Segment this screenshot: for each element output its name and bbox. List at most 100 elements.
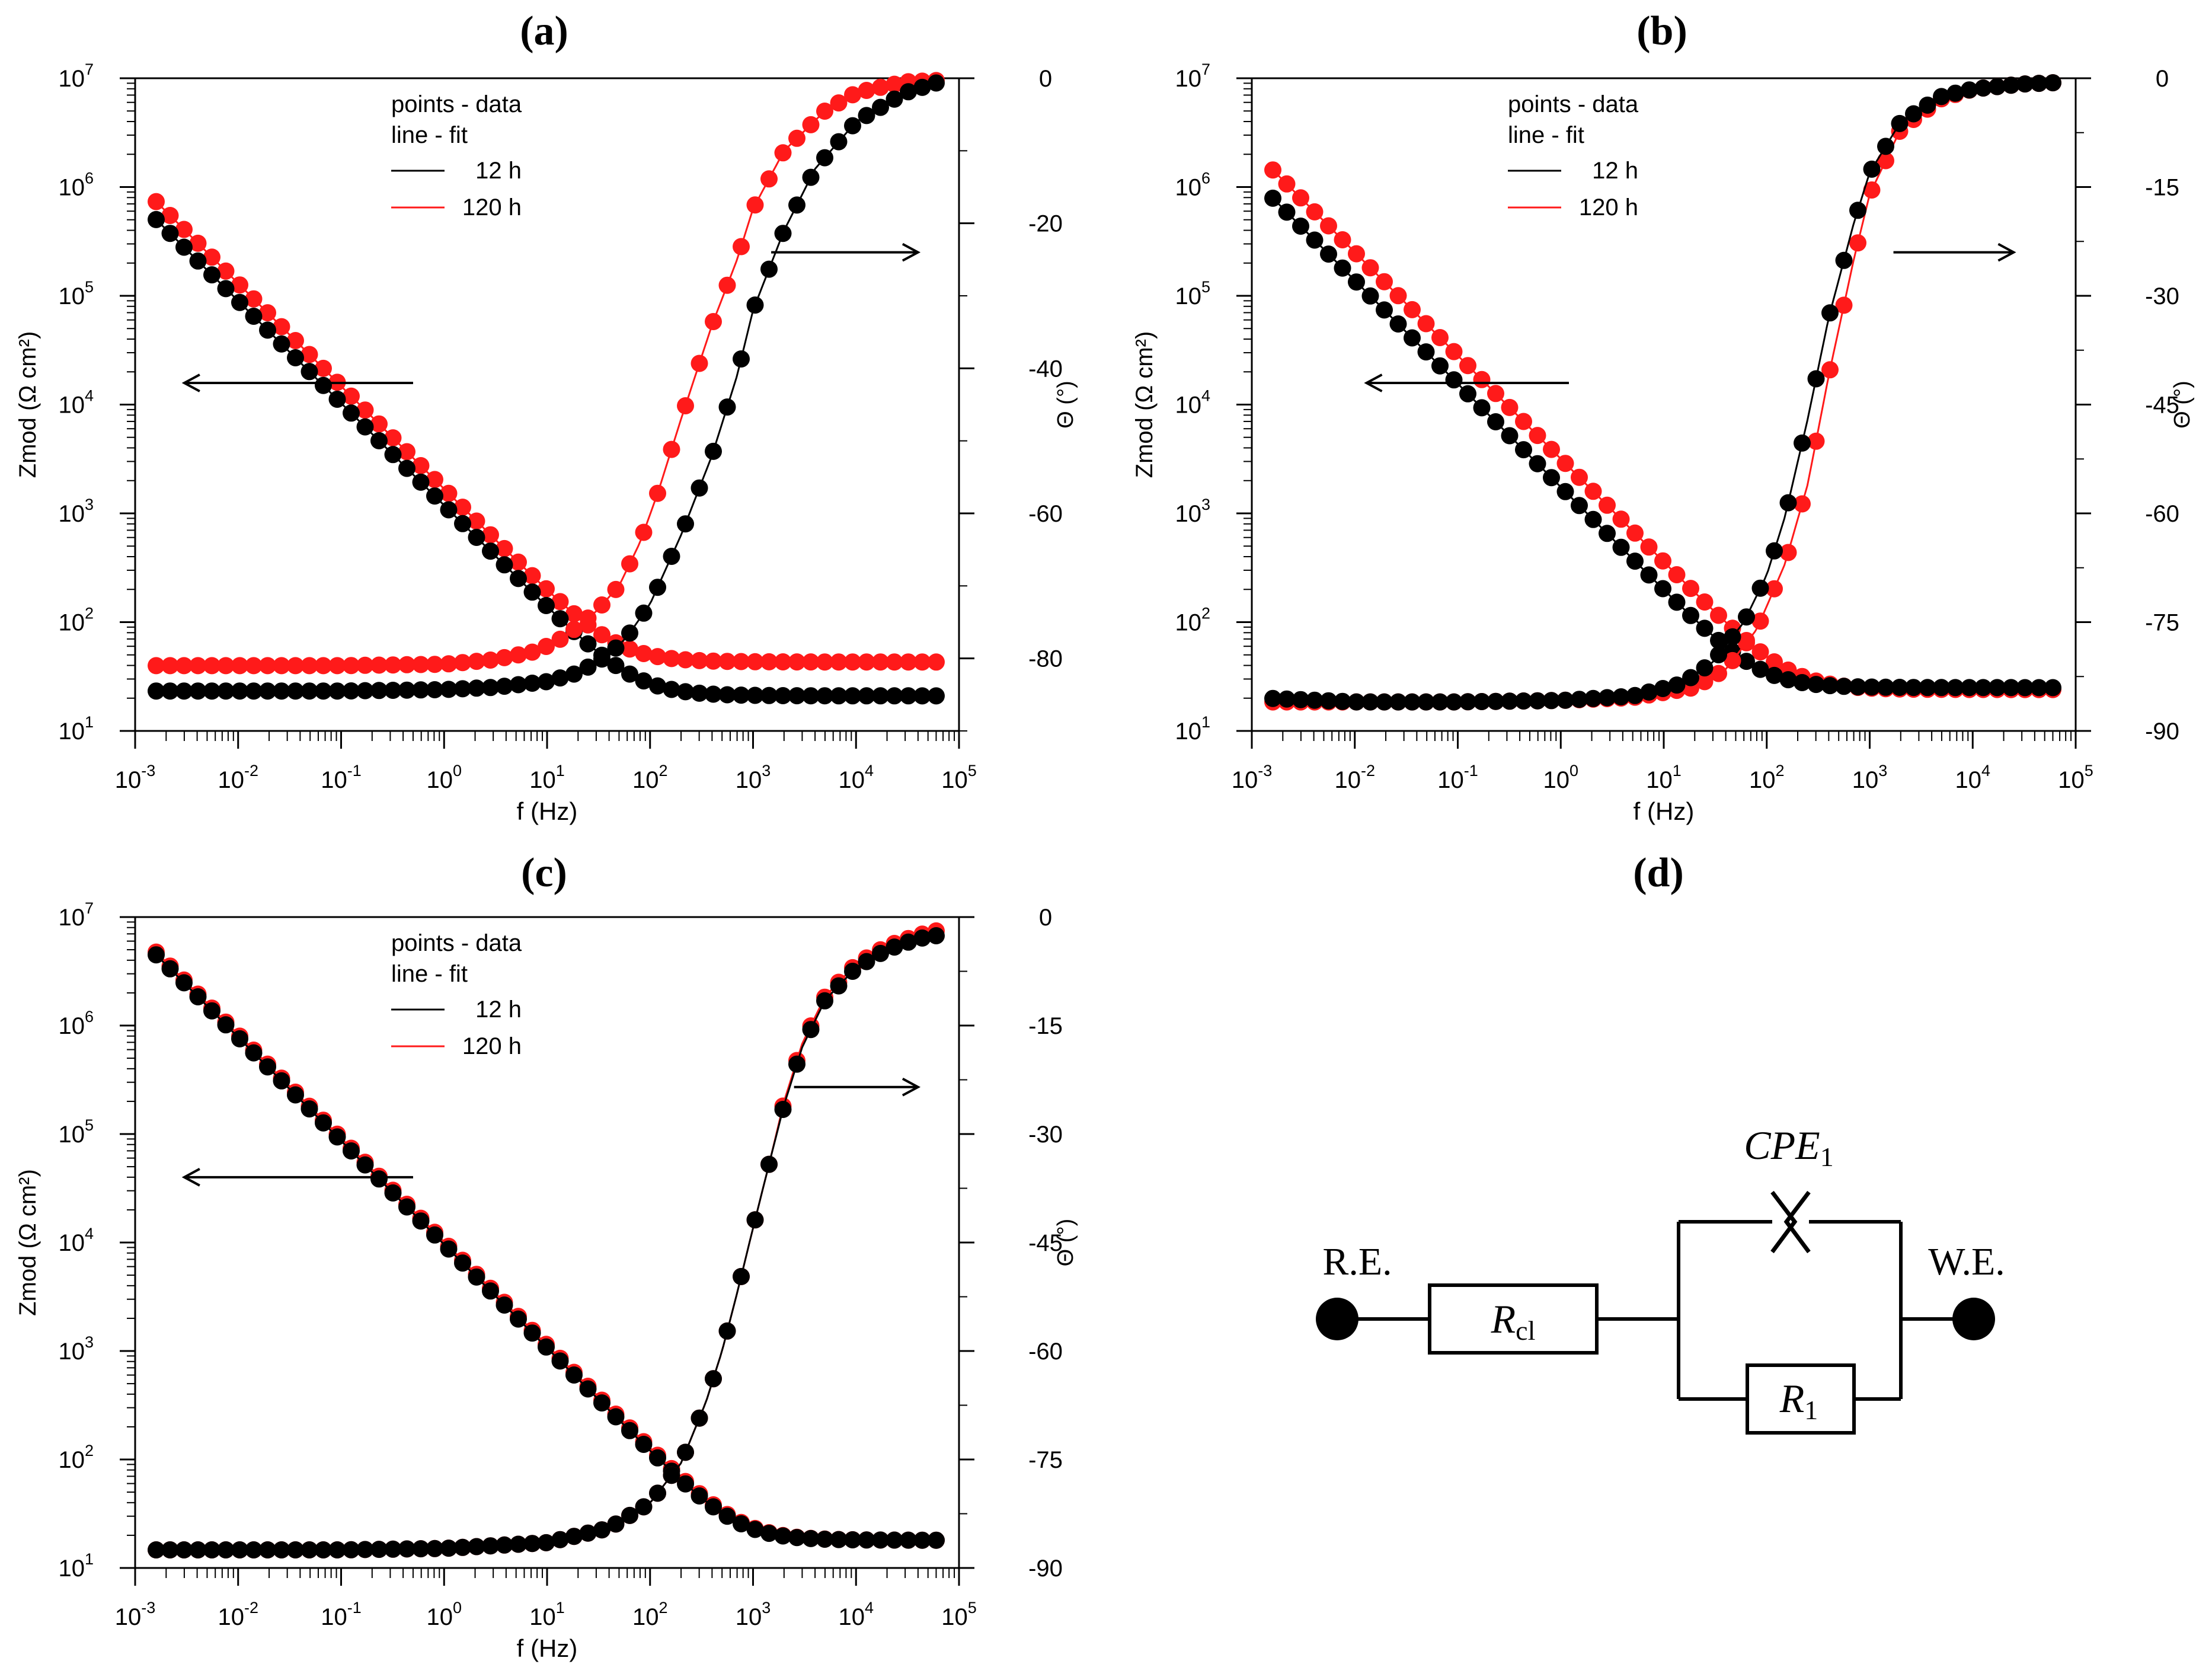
- zmod-point-12h: [343, 1142, 360, 1160]
- zmod-point-12h: [705, 1498, 722, 1516]
- y2-tick-label: -75: [2145, 610, 2179, 636]
- zmod-point-120h: [1571, 468, 1588, 486]
- theta-point-120h: [746, 196, 764, 214]
- theta-point-12h: [148, 1541, 165, 1558]
- theta-point-12h: [928, 74, 945, 92]
- theta-point-12h: [1389, 693, 1407, 711]
- y-tick-base: 10: [58, 718, 85, 745]
- y2-tick-label: -75: [1028, 1447, 1063, 1473]
- y2-tick-label: -20: [1028, 211, 1063, 237]
- zmod-point-12h: [635, 1436, 653, 1453]
- zmod-point-12h: [315, 1114, 332, 1132]
- zmod-point-12h: [287, 1086, 304, 1104]
- plot-area: [148, 922, 945, 1558]
- theta-point-120h: [830, 94, 848, 112]
- theta-point-12h: [1835, 251, 1853, 269]
- zmod-point-120h: [705, 652, 722, 670]
- zmod-point-12h: [649, 1449, 666, 1467]
- zmod-point-12h: [607, 657, 625, 675]
- y-tick-label: 104: [58, 387, 94, 419]
- zmod-point-12h: [733, 686, 750, 704]
- theta-point-12h: [718, 398, 736, 416]
- zmod-point-12h: [1515, 441, 1532, 459]
- zmod-point-12h: [1821, 677, 1839, 695]
- theta-point-12h: [1751, 579, 1769, 597]
- legend-entry-120h: 120 h: [462, 194, 522, 221]
- y-tick-base: 10: [58, 392, 85, 419]
- zmod-point-12h: [900, 1531, 917, 1549]
- y-tick-label: 107: [58, 60, 94, 92]
- theta-point-120h: [816, 103, 833, 120]
- theta-point-12h: [468, 679, 485, 697]
- theta-point-120h: [691, 354, 708, 372]
- x-axis-label: f (Hz): [517, 797, 578, 825]
- arrow-head-right: [1997, 242, 2016, 262]
- zmod-point-12h: [1710, 631, 1727, 649]
- zmod-point-120h: [523, 567, 541, 585]
- zmod-point-12h: [189, 988, 207, 1005]
- theta-point-12h: [565, 665, 583, 683]
- x-tick-exp: -3: [141, 762, 155, 780]
- zmod-point-12h: [900, 687, 917, 705]
- theta-fit-line-12h: [153, 934, 940, 1551]
- y-axis-label: Zmod (Ω cm²): [15, 1169, 41, 1316]
- zmod-point-12h: [161, 225, 179, 242]
- x-tick-exp: 4: [1981, 762, 1990, 780]
- theta-point-12h: [1626, 686, 1644, 704]
- zmod-point-12h: [245, 308, 263, 325]
- zmod-point-120h: [1668, 566, 1686, 583]
- theta-point-12h: [301, 682, 318, 700]
- theta-point-120h: [384, 656, 402, 674]
- theta-point-12h: [496, 1536, 513, 1554]
- theta-point-12h: [1584, 689, 1602, 707]
- x-tick-exp: 3: [762, 1599, 771, 1617]
- zmod-point-120h: [510, 553, 527, 571]
- y-tick-base: 10: [58, 175, 85, 201]
- x-tick-exp: 0: [453, 762, 462, 780]
- zmod-point-12h: [928, 687, 945, 705]
- x-tick-label: 10-1: [1437, 762, 1478, 793]
- zmod-point-12h: [593, 1394, 610, 1412]
- y2-tick-label: -45: [1028, 1230, 1063, 1256]
- y-tick-exp: 2: [85, 1442, 94, 1459]
- x-tick-exp: 4: [865, 1599, 874, 1617]
- y2-tick-label: -45: [2145, 392, 2179, 419]
- zmod-point-12h: [1626, 552, 1644, 570]
- theta-point-12h: [161, 1541, 179, 1558]
- zmod-point-12h: [370, 432, 388, 449]
- zmod-point-120h: [384, 429, 402, 447]
- theta-point-12h: [1556, 691, 1574, 709]
- plot-area: [1264, 74, 2061, 711]
- r-1-label: R1: [1779, 1376, 1818, 1425]
- zmod-point-120h: [1543, 440, 1560, 458]
- zmod-point-120h: [551, 593, 569, 611]
- x-tick-exp: 1: [556, 762, 565, 780]
- theta-point-12h: [175, 1541, 193, 1558]
- zmod-point-120h: [649, 648, 666, 666]
- x-tick-base: 10: [218, 1604, 244, 1630]
- zmod-point-120h: [1389, 287, 1407, 305]
- zmod-point-12h: [1376, 301, 1393, 319]
- x-tick-label: 10-3: [1232, 762, 1273, 793]
- theta-point-120h: [1849, 234, 1866, 252]
- zmod-point-12h: [1974, 679, 1992, 697]
- theta-point-120h: [733, 238, 750, 255]
- legend-title-fit: line - fit: [391, 961, 468, 987]
- x-tick-base: 10: [321, 1604, 347, 1630]
- zmod-point-12h: [1668, 593, 1686, 611]
- zmod-point-120h: [760, 653, 778, 670]
- x-tick-base: 10: [529, 1604, 556, 1630]
- zmod-point-120h: [1487, 385, 1504, 403]
- zmod-point-120h: [412, 457, 430, 474]
- theta-point-12h: [691, 1409, 708, 1427]
- zmod-point-12h: [621, 1422, 638, 1439]
- theta-point-12h: [496, 678, 513, 695]
- y-tick-label: 106: [1175, 170, 1210, 201]
- x-tick-base: 10: [529, 767, 556, 793]
- y-tick-exp: 3: [1201, 496, 1210, 513]
- theta-fit-line-120h: [153, 79, 940, 667]
- theta-point-120h: [774, 144, 792, 162]
- zmod-fit-line-12h: [1269, 194, 2053, 689]
- cpe-right-plate: [1783, 1190, 1811, 1254]
- y-tick-base: 10: [58, 501, 85, 527]
